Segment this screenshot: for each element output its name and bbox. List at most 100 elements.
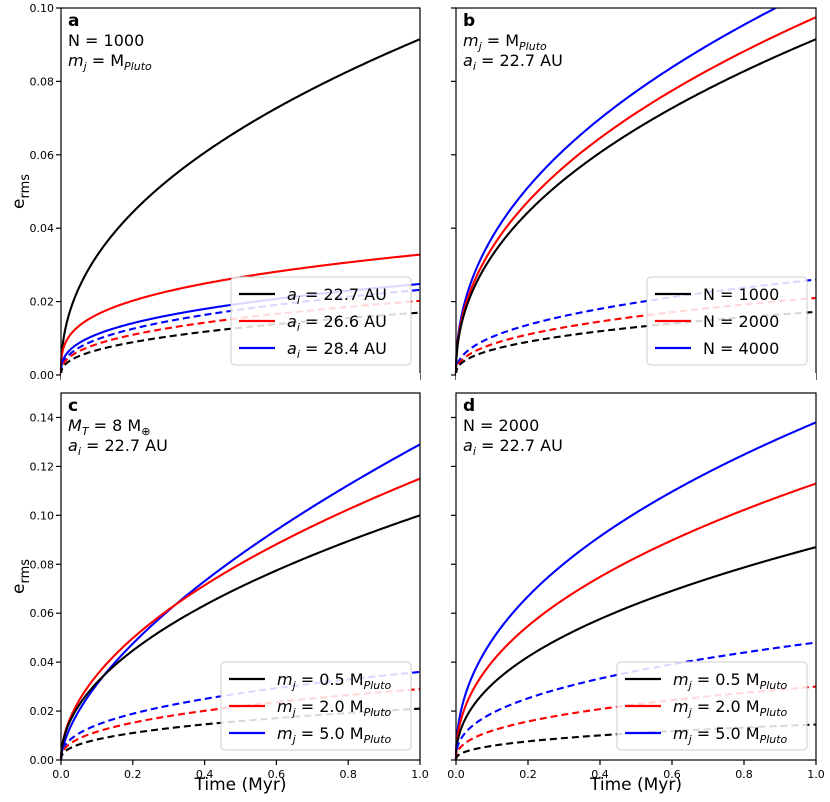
legend-label-main: N = 2000 [703,312,779,331]
panel-c: 0.0 0.2 0.4 0.6 0.8 1.0 0.00 0.02 0.04 0.06 0.08 0.… [30,373,429,781]
x-axis-label: Time (Myr) [194,775,287,795]
legend-label-sub: j [291,733,297,746]
math-subscript: j [477,40,483,53]
x-tick-label: 1.0 [411,768,429,781]
x-tick-label: 0.0 [447,768,465,781]
y-axis-label: erms [9,174,33,209]
math-symbol: M [68,416,82,435]
legend-label-rest: = 2.0 M [296,697,364,716]
panel-letter: d [463,396,475,416]
y-axis-label-main: e [9,584,29,594]
x-tick-label: 0.0 [52,768,70,781]
legend-label-sub2: Pluto [760,733,788,746]
math-rest: = 8 M [89,416,142,435]
legend-label-sub2: Pluto [364,733,392,746]
legend-label-sub: j [291,706,297,719]
legend-label-sub: j [687,706,693,719]
legend-box [230,276,412,366]
math-subscript: T [82,425,90,438]
math-rest: = M [87,51,124,70]
legend-label: mj = 5.0 MPluto [277,724,392,746]
y-tick-label: 0.10 [30,509,55,522]
plot-frame [455,392,817,761]
y-tick-label: 0.02 [30,705,55,718]
legend-label-main: m [277,724,293,743]
annotation-plain: N = 2000 [463,416,539,435]
y-axis-label-sub: rms [18,559,33,584]
clip-cover [456,0,816,8]
clip-cover [61,0,420,8]
math-subscript: i [78,445,81,458]
panel-letter: b [463,11,475,31]
legend: N = 1000 N = 2000 N = 4000 [646,276,808,366]
legend-label-main: m [277,670,293,689]
y-tick-label: 0.08 [30,558,55,571]
y-axis-label: erms [9,559,33,594]
math-subscript: i [473,60,476,73]
legend-label-main: m [673,670,689,689]
x-tick-label: 0.2 [519,768,537,781]
math-rest: = 22.7 AU [476,51,563,70]
series-line [59,443,421,760]
clip-cover [456,373,816,393]
series-line [454,38,817,375]
annotation-text: N = 1000 [68,31,144,50]
math-subscript-2: ⊕ [141,425,150,438]
plot-frame [60,392,421,761]
legend-label-sub2: Pluto [364,706,392,719]
y-tick-label: 0.02 [30,296,55,309]
series-line [454,546,817,760]
legend-label-rest: = 22.7 AU [300,285,387,304]
math-rest: = M [482,31,519,50]
legend-label-main: a [287,339,297,358]
legend-label: mj = 5.0 MPluto [673,724,788,746]
annotation-text: mj = MPluto [68,51,152,73]
legend-label: ai = 22.7 AU [287,285,387,307]
y-tick-label: 0.10 [30,2,55,15]
legend-label-rest: = 5.0 M [692,724,760,743]
legend-label-sub: i [297,321,300,334]
y-tick-label: 0.08 [30,75,55,88]
legend-label-sub2: Pluto [364,679,392,692]
x-tick-label: 0.6 [663,768,681,781]
legend-label: ai = 26.6 AU [287,312,387,334]
legend-box [220,661,412,751]
panel-letter: a [68,11,79,31]
legend-box [616,661,808,751]
legend-label: N = 4000 [703,339,779,358]
series-line [454,0,794,375]
y-axis-label-sub: rms [18,174,33,199]
legend-label-rest: = 26.6 AU [300,312,387,331]
x-tick-label: 1.0 [807,768,825,781]
legend-box [646,276,808,366]
legend-label-sub2: Pluto [760,706,788,719]
legend-label-sub: i [297,294,300,307]
series-line [454,482,817,760]
x-axis-label: Time (Myr) [589,775,682,795]
legend-label-main: m [277,697,293,716]
legend-label-main: m [673,724,689,743]
series-line [59,707,421,760]
annotation-text: ai = 22.7 AU [463,51,563,73]
math-symbol: a [463,51,473,70]
legend-label: N = 1000 [703,285,779,304]
y-axis-label-main: e [9,199,29,209]
annotation-text: mj = MPluto [463,31,547,53]
math-subscript: i [473,445,476,458]
legend-label-main: a [287,312,297,331]
legend-label-rest: = 2.0 M [692,697,760,716]
series-line [59,38,421,375]
math-subscript-2: Pluto [124,60,152,73]
y-tick-label: 0.04 [30,656,55,669]
legend-label: ai = 28.4 AU [287,339,387,361]
x-tick-label: 0.8 [339,768,357,781]
annotation-text: ai = 22.7 AU [463,436,563,458]
math-symbol: m [463,31,479,50]
legend-label-main: N = 1000 [703,285,779,304]
math-rest: = 22.7 AU [81,436,168,455]
